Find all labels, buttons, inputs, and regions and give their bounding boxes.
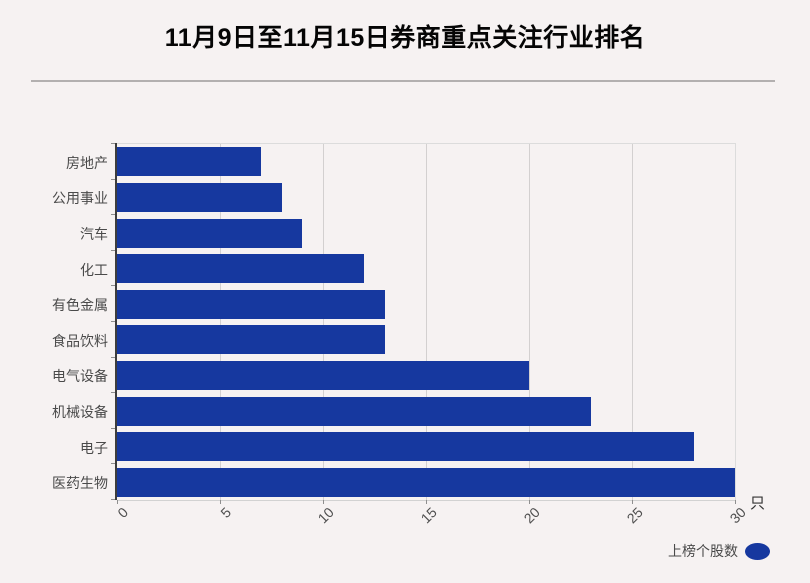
grid-line: [632, 144, 633, 500]
category-label: 公用事业: [52, 190, 108, 207]
bar[interactable]: [117, 325, 385, 355]
category-label: 汽车: [80, 226, 108, 242]
x-tick-label: 0: [114, 504, 132, 521]
y-axis-tick: [111, 356, 115, 358]
x-axis-unit-label: 只: [750, 495, 766, 512]
x-tick-label: 20: [520, 504, 544, 527]
legend-circle-icon: [745, 542, 770, 560]
bar[interactable]: [117, 289, 385, 319]
grid-line: [529, 144, 530, 500]
x-axis-tick: [117, 500, 118, 504]
grid-line: [220, 144, 221, 500]
y-axis-tick: [111, 392, 115, 394]
y-axis-tick: [111, 214, 115, 216]
category-label: 机械设备: [52, 404, 108, 420]
bar[interactable]: [117, 218, 303, 248]
y-axis-tick: [111, 143, 115, 144]
legend-item[interactable]: 上榜个股数: [668, 541, 770, 561]
x-tick-label: 25: [623, 504, 647, 527]
grid-line: [323, 144, 324, 500]
category-label: 房地产: [66, 154, 108, 171]
bar[interactable]: [117, 467, 735, 497]
legend-label: 上榜个股数: [668, 543, 738, 559]
plot-area: [117, 143, 736, 501]
bar[interactable]: [117, 360, 529, 390]
y-axis-tick: [111, 249, 115, 251]
category-label: 有色金属: [52, 297, 108, 314]
y-axis-tick: [111, 499, 115, 500]
bar[interactable]: [117, 432, 694, 462]
category-label: 食品饮料: [52, 332, 108, 349]
y-axis-tick: [111, 178, 115, 180]
bar[interactable]: [117, 254, 365, 284]
x-axis-tick: [220, 500, 221, 504]
x-axis-tick: [426, 500, 427, 504]
x-axis-tick: [323, 500, 324, 504]
category-label: 电子: [80, 439, 108, 456]
category-label: 医药生物: [52, 475, 108, 492]
grid-line: [426, 144, 427, 500]
y-axis-tick: [111, 321, 115, 322]
chart-title: 11月9日至11月15日券商重点关注行业排名: [164, 24, 646, 52]
x-tick-label: 30: [726, 504, 750, 527]
y-axis-spine: [115, 143, 117, 500]
category-label: 化工: [80, 261, 108, 278]
title-divider: [31, 80, 775, 82]
x-axis-tick: [735, 500, 736, 504]
y-axis-tick: [111, 463, 115, 465]
category-label: 电气设备: [52, 368, 108, 385]
x-axis-tick: [632, 500, 633, 504]
x-axis-tick: [529, 500, 530, 504]
bar[interactable]: [117, 182, 282, 212]
bar[interactable]: [117, 396, 591, 426]
x-tick-label: 5: [217, 504, 235, 521]
bar[interactable]: [117, 147, 262, 177]
y-axis-tick: [111, 427, 115, 429]
x-tick-label: 10: [314, 504, 338, 527]
y-axis-tick: [111, 285, 115, 287]
x-tick-label: 15: [417, 504, 441, 527]
